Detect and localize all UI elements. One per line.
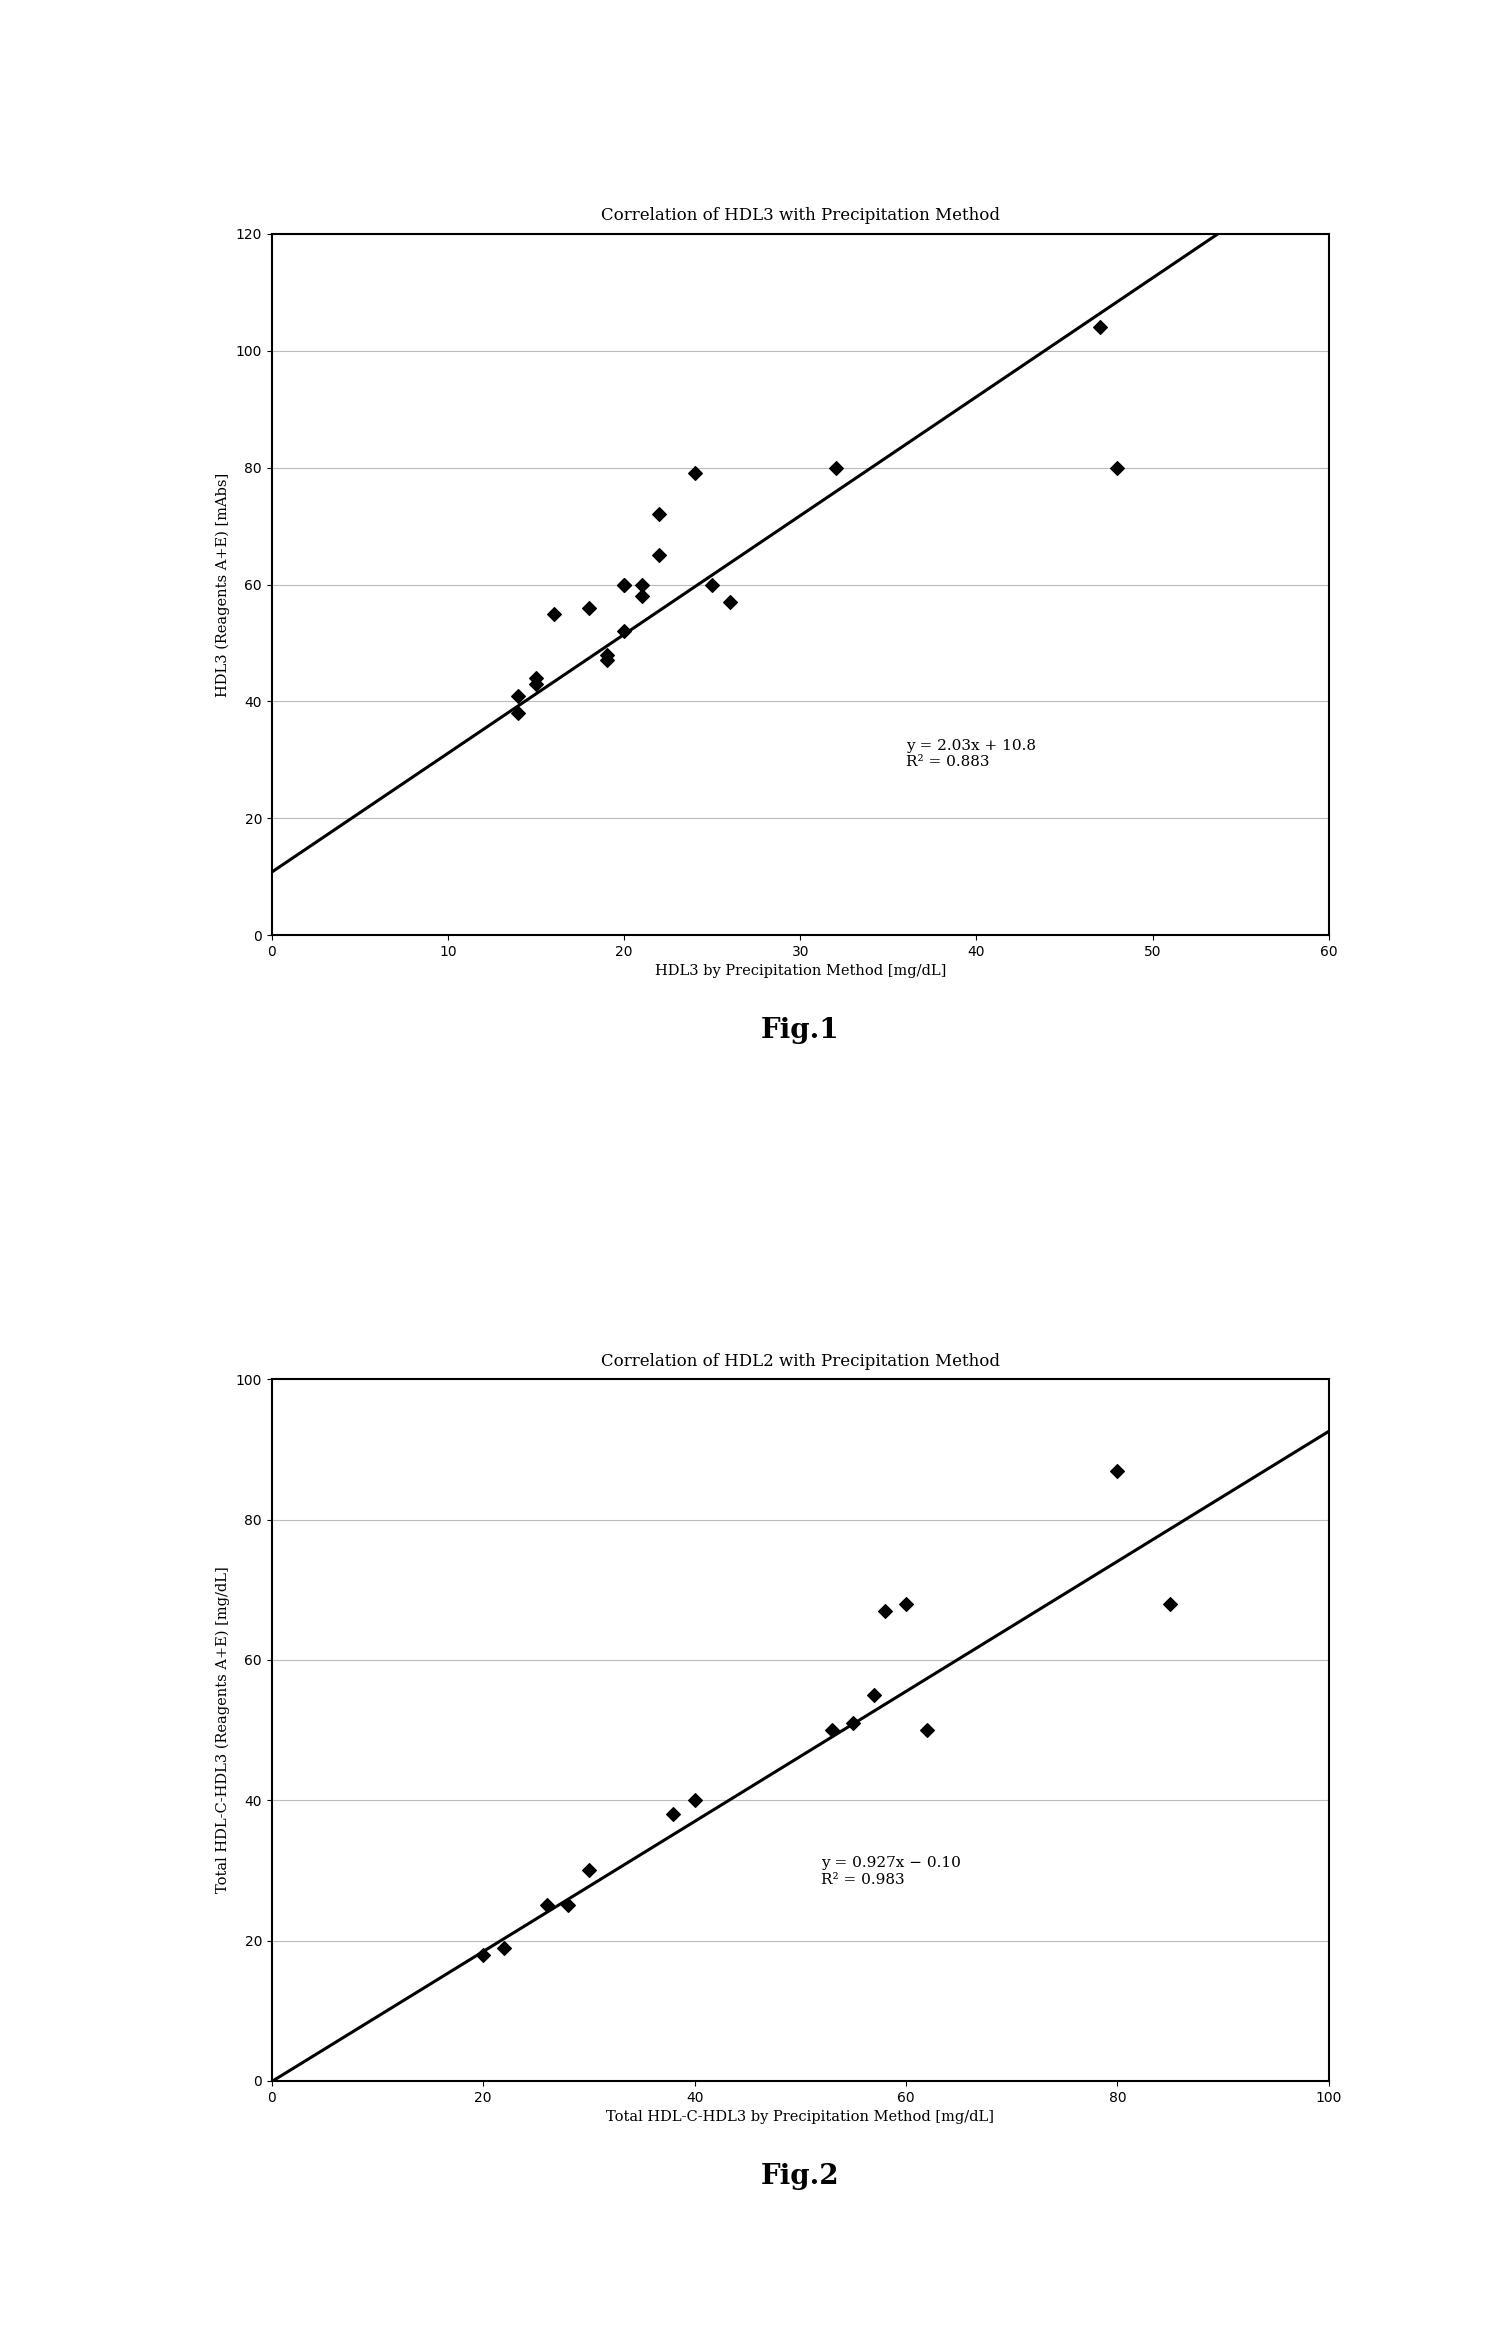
Text: y = 0.927x − 0.10
R² = 0.983: y = 0.927x − 0.10 R² = 0.983 <box>821 1856 962 1887</box>
Point <box>506 694 530 732</box>
Text: y = 2.03x + 10.8
R² = 0.883: y = 2.03x + 10.8 R² = 0.883 <box>906 739 1036 769</box>
Point <box>524 659 548 697</box>
Point <box>542 596 566 634</box>
Point <box>612 613 636 650</box>
Point <box>630 577 654 615</box>
Point <box>524 666 548 704</box>
Point <box>1105 449 1129 486</box>
Point <box>630 566 654 603</box>
Point <box>841 1704 865 1742</box>
Point <box>683 456 707 493</box>
Point <box>823 449 847 486</box>
Point <box>612 566 636 603</box>
Y-axis label: HDL3 (Reagents A+E) [mAbs]: HDL3 (Reagents A+E) [mAbs] <box>216 472 230 697</box>
Point <box>915 1711 939 1749</box>
Point <box>683 1782 707 1819</box>
Point <box>535 1887 559 1924</box>
Point <box>595 636 619 673</box>
Point <box>894 1585 918 1623</box>
Title: Correlation of HDL3 with Precipitation Method: Correlation of HDL3 with Precipitation M… <box>601 206 1000 224</box>
Point <box>595 643 619 680</box>
Point <box>648 496 672 533</box>
Point <box>820 1711 844 1749</box>
Point <box>1105 1452 1129 1489</box>
Point <box>577 589 601 627</box>
Point <box>1087 309 1111 346</box>
Point <box>648 538 672 575</box>
Title: Correlation of HDL2 with Precipitation Method: Correlation of HDL2 with Precipitation M… <box>601 1351 1000 1370</box>
Point <box>701 566 725 603</box>
Point <box>492 1929 516 1966</box>
Point <box>661 1796 686 1833</box>
Point <box>862 1676 886 1714</box>
Point <box>1158 1585 1182 1623</box>
Point <box>873 1592 897 1630</box>
X-axis label: HDL3 by Precipitation Method [mg/dL]: HDL3 by Precipitation Method [mg/dL] <box>655 966 945 980</box>
Point <box>717 584 741 622</box>
Point <box>577 1852 601 1889</box>
X-axis label: Total HDL-C-HDL3 by Precipitation Method [mg/dL]: Total HDL-C-HDL3 by Precipitation Method… <box>607 2111 994 2125</box>
Text: Fig.2: Fig.2 <box>761 2163 840 2191</box>
Point <box>471 1936 495 1973</box>
Y-axis label: Total HDL-C-HDL3 (Reagents A+E) [mg/dL]: Total HDL-C-HDL3 (Reagents A+E) [mg/dL] <box>216 1566 230 1894</box>
Point <box>506 678 530 715</box>
Text: Fig.1: Fig.1 <box>761 1017 840 1045</box>
Point <box>556 1887 580 1924</box>
Point <box>612 566 636 603</box>
